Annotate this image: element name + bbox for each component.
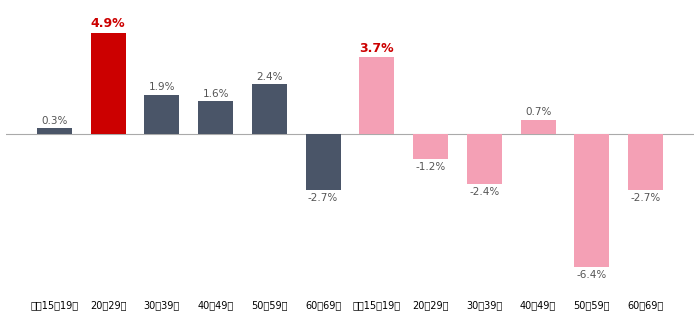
Text: -2.7%: -2.7% xyxy=(631,193,661,203)
Bar xyxy=(144,95,179,134)
Bar xyxy=(252,84,287,134)
Bar xyxy=(628,134,663,190)
Text: -1.2%: -1.2% xyxy=(416,162,446,172)
Text: -2.7%: -2.7% xyxy=(308,193,338,203)
Text: -2.4%: -2.4% xyxy=(469,187,500,197)
Bar xyxy=(575,134,610,267)
Text: 1.9%: 1.9% xyxy=(148,82,175,92)
Text: 4.9%: 4.9% xyxy=(91,17,125,30)
Bar xyxy=(37,128,72,134)
Text: 3.7%: 3.7% xyxy=(360,42,394,55)
Text: 0.7%: 0.7% xyxy=(525,107,552,117)
Bar xyxy=(467,134,502,184)
Bar xyxy=(359,58,394,134)
Text: -6.4%: -6.4% xyxy=(577,270,607,280)
Bar xyxy=(306,134,341,190)
Bar xyxy=(521,120,556,134)
Text: 0.3%: 0.3% xyxy=(41,116,67,125)
Bar xyxy=(198,101,233,134)
Bar xyxy=(413,134,448,159)
Text: 2.4%: 2.4% xyxy=(256,72,283,82)
Text: 1.6%: 1.6% xyxy=(202,88,229,99)
Bar xyxy=(90,33,125,134)
